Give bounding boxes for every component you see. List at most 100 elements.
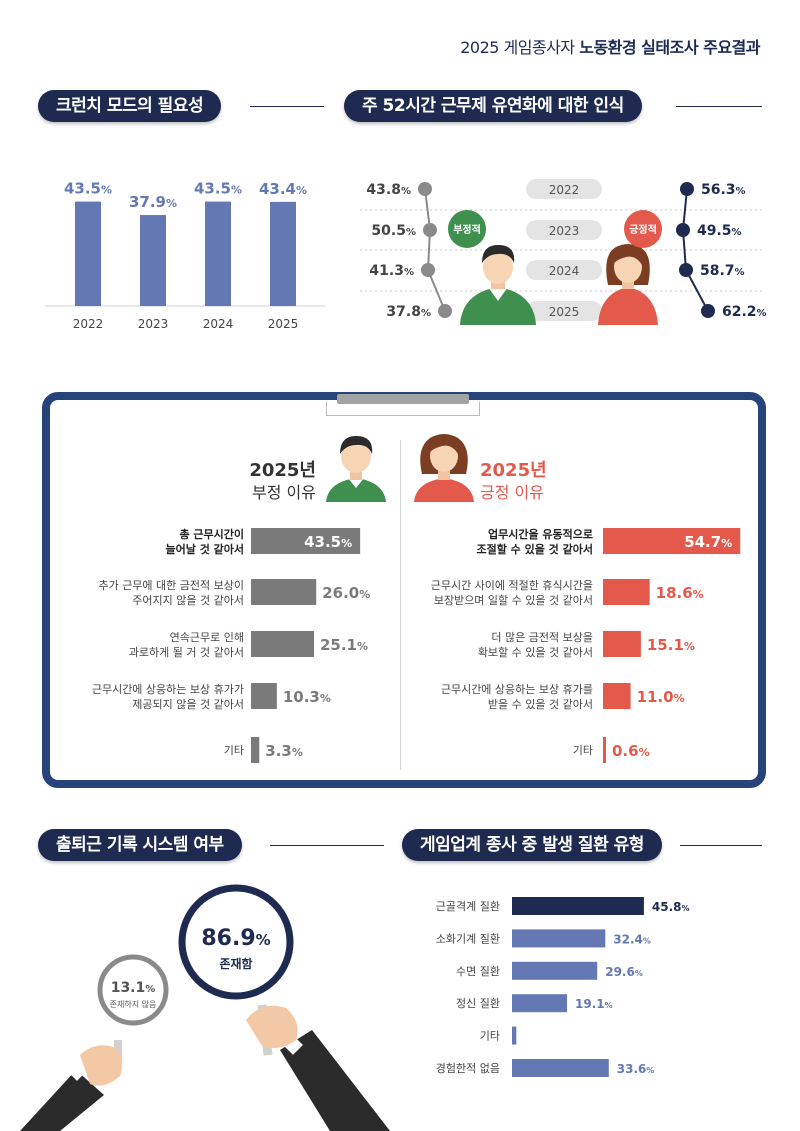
positive-reason-label: 업무시간을 유동적으로 조절할 수 있을 것 같아서: [476, 527, 593, 556]
positive-reason-bar: [603, 528, 741, 554]
positive-year: 2025년: [480, 460, 547, 481]
positive-reason-label: 기타: [573, 744, 593, 757]
negative-year: 2025년: [249, 460, 316, 481]
absent-value: 13.1%: [111, 980, 156, 996]
negative-point-2025: [438, 304, 452, 318]
woman-illustration-icon: [598, 244, 658, 325]
large-magnifier-icon: [178, 884, 294, 1000]
negative-reason-label: 추가 근무에 대한 금전적 보상이 주어지지 않을 것 같아서: [98, 579, 244, 607]
disease-value: 32.4%: [613, 932, 651, 946]
positive-point-2023: [676, 223, 690, 237]
negative-reason-label: 총 근무시간이 늘어날 것 같아서: [166, 527, 245, 556]
disease-category-label: 경험한적 없음: [436, 1062, 500, 1075]
crunch-bar-chart: 43.5% 2022 37.9% 2023 43.5% 2024 43.4% 2025: [45, 180, 325, 331]
workhours-perception-chart: 2022 2023 2024 2025 43.8% 56.3% 50.5% 49.5% 41.3…: [360, 179, 767, 325]
crunch-bar-2025: [270, 201, 296, 306]
workhours-section-title: 주 52시간 근무제 유연화에 대한 인식: [344, 90, 642, 122]
negative-reason-bar: [251, 683, 277, 709]
negative-value-2024: 41.3%: [369, 263, 414, 279]
disease-bar: [512, 929, 606, 948]
positive-point-2025: [701, 304, 715, 318]
crunch-year-2024: 2024: [203, 317, 234, 331]
negative-reason-value: 25.1%: [320, 636, 368, 654]
negative-reason-bar: [251, 528, 361, 554]
negative-point-2024: [421, 263, 435, 277]
disease-category-label: 기타: [480, 1030, 500, 1043]
positive-subtitle: 긍정 이유: [480, 483, 544, 502]
left-hand-icon: [80, 1045, 123, 1086]
disease-bar: [512, 1026, 517, 1045]
negative-reason-value: 3.3%: [265, 742, 303, 760]
positive-reason-label: 근무시간 사이에 적절한 휴식시간을 보장받으며 일할 수 있을 것 같아서: [431, 579, 593, 607]
positive-reason-bar: [603, 737, 606, 763]
crunch-bar-2024: [205, 201, 231, 306]
disease-value: 29.6%: [605, 965, 643, 979]
disease-category-label: 수면 질환: [456, 965, 500, 978]
year-label-2022: 2022: [549, 183, 580, 197]
positive-value-2023: 49.5%: [697, 223, 742, 239]
positive-reason-label: 더 많은 금전적 보상을 확보할 수 있을 것 같아서: [478, 631, 593, 659]
negative-reason-label: 기타: [224, 744, 244, 757]
negative-reason-bar: [251, 631, 314, 657]
disease-value: 45.8%: [652, 900, 690, 914]
crunch-value-2022: 43.5%: [64, 180, 112, 198]
man-illustration-icon: [460, 245, 536, 325]
positive-badge-label: 긍정적: [629, 223, 657, 236]
right-arm-icon: [280, 1030, 390, 1131]
crunch-bar-2023: [140, 215, 166, 306]
crunch-year-2022: 2022: [73, 317, 104, 331]
positive-reason-value: 0.6%: [612, 742, 650, 760]
positive-reason-value: 18.6%: [656, 584, 704, 602]
report-title: 2025 게임종사자 노동환경 실태조사 주요결과: [360, 34, 760, 58]
positive-reason-bar: [603, 631, 641, 657]
positive-reason-value: 11.0%: [637, 688, 685, 706]
left-arm-icon: [20, 1070, 104, 1131]
negative-point-2023: [423, 223, 437, 237]
negative-badge-label: 부정적: [453, 223, 481, 236]
negative-reason-value: 26.0%: [322, 584, 370, 602]
negative-reason-label: 연속근무로 인해 과로하게 될 거 것 같아서: [129, 630, 244, 659]
woman-avatar-icon: [414, 434, 474, 502]
negative-reason-bar: [251, 579, 317, 605]
disease-category-label: 소화기계 질환: [436, 932, 500, 945]
positive-point-2024: [679, 263, 693, 277]
negative-badge: [448, 210, 486, 248]
report-title-prefix: 2025 게임종사자: [460, 38, 575, 57]
right-hand-icon: [246, 1005, 298, 1048]
report-title-bold: 노동환경 실태조사 주요결과: [579, 38, 760, 57]
left-cuff-icon: [67, 1061, 87, 1081]
positive-reason-value: 15.1%: [647, 636, 695, 654]
disease-value: 33.6%: [617, 1062, 655, 1076]
crunch-bar-2022: [75, 201, 101, 306]
positive-value-2025: 62.2%: [722, 304, 767, 320]
crunch-year-2023: 2023: [138, 317, 169, 331]
crunch-value-2023: 37.9%: [129, 193, 177, 211]
negative-reasons-chart: 총 근무시간이 늘어날 것 같아서 43.5% 추가 근무에 대한 금전적 보상이 주어…: [92, 527, 370, 763]
positive-reason-label: 근무시간에 상응하는 보상 휴가를 받을 수 있을 것 같아서: [441, 682, 593, 711]
year-pill-2025: [526, 301, 602, 321]
commute-section-title: 출퇴근 기록 시스템 여부: [38, 829, 242, 861]
negative-value-2023: 50.5%: [371, 223, 416, 239]
clipboard-clip-base: [326, 402, 480, 416]
negative-value-2025: 37.8%: [386, 304, 431, 320]
workhours-title-rule: [676, 106, 762, 107]
positive-point-2022: [680, 182, 694, 196]
year-label-2025: 2025: [549, 305, 580, 319]
small-magnifier-icon: [97, 954, 169, 1026]
disease-value: 19.1%: [575, 997, 613, 1011]
disease-category-label: 근골격계 질환: [436, 900, 500, 913]
man-avatar-icon: [326, 436, 386, 502]
positive-reason-bar: [603, 579, 650, 605]
negative-value-2022: 43.8%: [366, 182, 411, 198]
positive-reasons-chart: 업무시간을 유동적으로 조절할 수 있을 것 같아서 54.7% 근무시간 사이에 적…: [431, 527, 741, 763]
crunch-value-2024: 43.5%: [194, 180, 242, 198]
negative-reason-label: 근무시간에 상응하는 보상 휴가가 제공되지 않을 것 같아서: [92, 682, 244, 711]
commute-system-chart: 13.1% 존재하지 않음 86.9% 존재함: [20, 884, 390, 1131]
disease-type-chart: 근골격계 질환 45.8% 소화기계 질환 32.4% 수면 질환 29.6% 정신 질환 1…: [436, 897, 690, 1077]
year-pill-2024: [526, 260, 602, 280]
negative-point-2022: [418, 182, 432, 196]
crunch-value-2025: 43.4%: [259, 180, 307, 198]
year-label-2023: 2023: [549, 224, 580, 238]
crunch-year-2025: 2025: [268, 317, 299, 331]
disease-bar: [512, 961, 598, 980]
